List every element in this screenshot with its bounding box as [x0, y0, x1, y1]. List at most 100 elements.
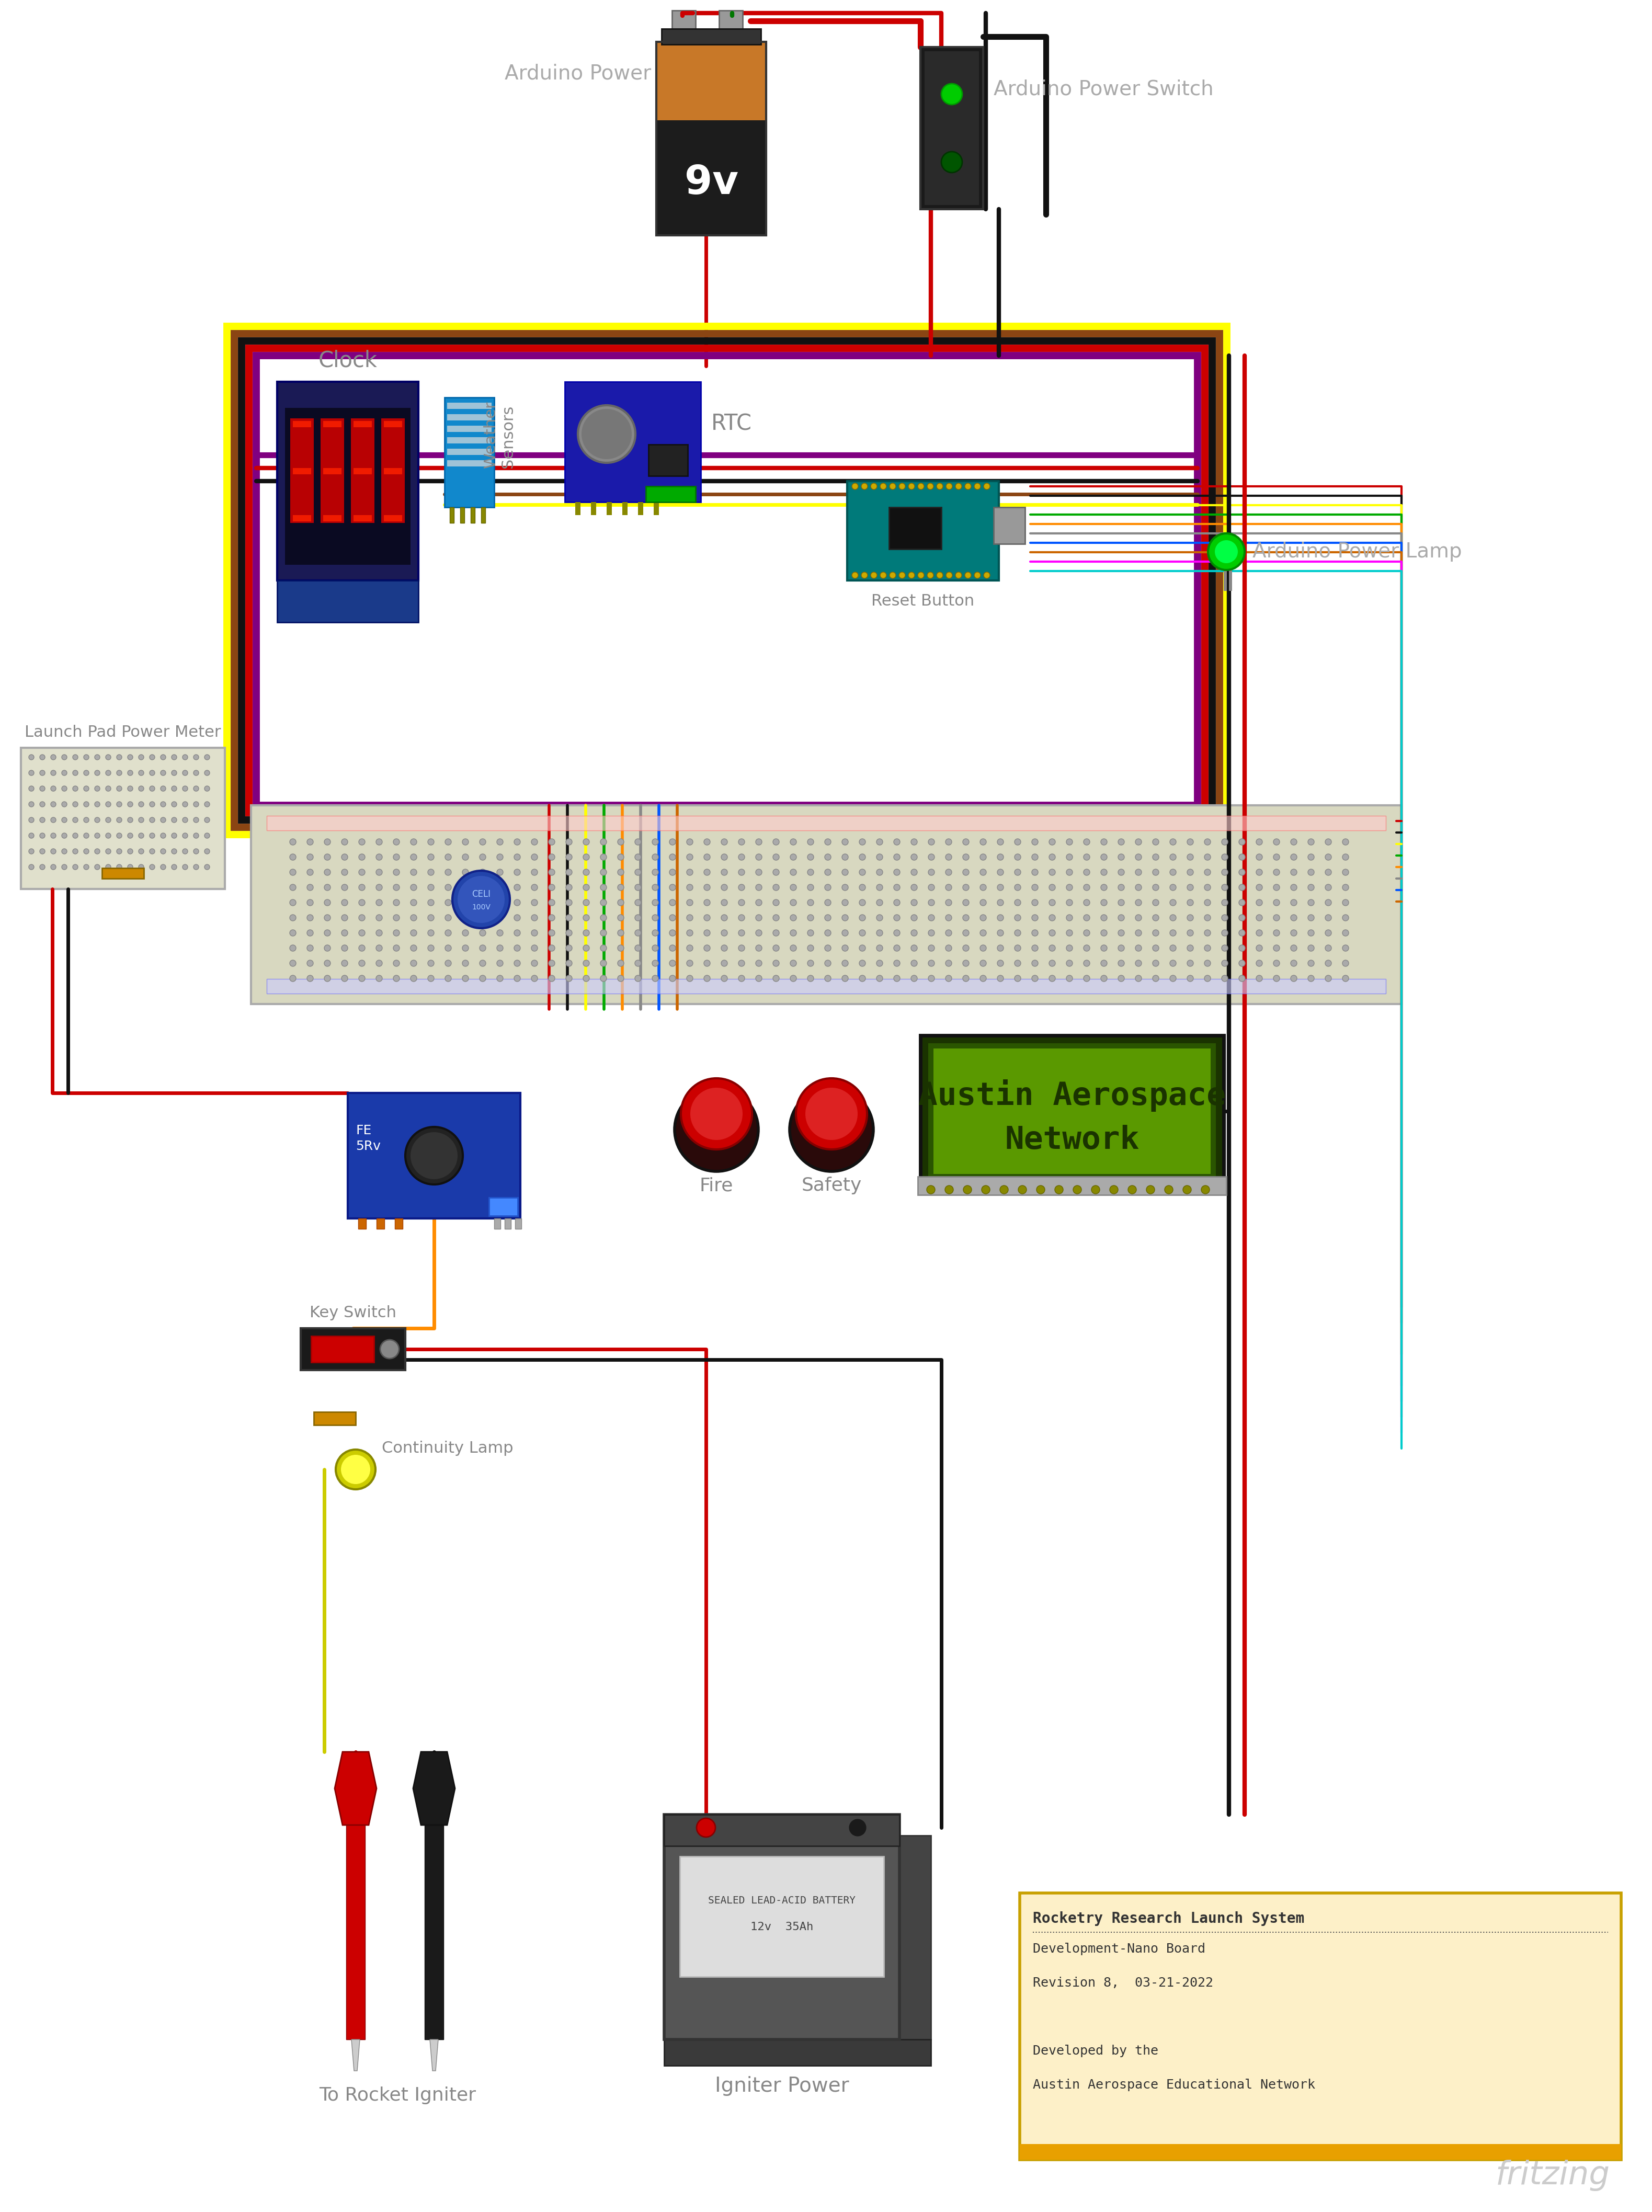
Circle shape	[583, 945, 590, 951]
Circle shape	[514, 838, 520, 845]
Circle shape	[444, 914, 451, 920]
Circle shape	[1204, 854, 1211, 860]
Circle shape	[1084, 975, 1090, 982]
Circle shape	[945, 914, 952, 920]
Circle shape	[1014, 929, 1021, 936]
Circle shape	[117, 849, 122, 854]
Circle shape	[393, 960, 400, 967]
Circle shape	[1066, 945, 1072, 951]
Circle shape	[393, 838, 400, 845]
Circle shape	[1204, 900, 1211, 905]
Circle shape	[73, 801, 78, 807]
Circle shape	[324, 945, 330, 951]
Circle shape	[340, 1455, 370, 1484]
Circle shape	[790, 854, 796, 860]
Bar	[1229, 571, 1232, 591]
Circle shape	[947, 482, 952, 489]
Circle shape	[463, 929, 469, 936]
Circle shape	[1170, 854, 1176, 860]
Circle shape	[808, 914, 814, 920]
Circle shape	[1066, 975, 1072, 982]
Bar	[504, 1219, 510, 1230]
Circle shape	[1014, 975, 1021, 982]
Text: Key Switch: Key Switch	[309, 1305, 396, 1321]
Circle shape	[600, 854, 606, 860]
Circle shape	[919, 573, 923, 577]
Circle shape	[1290, 869, 1297, 876]
Circle shape	[514, 960, 520, 967]
Circle shape	[377, 838, 382, 845]
Circle shape	[998, 975, 1003, 982]
Circle shape	[1084, 854, 1090, 860]
Bar	[347, 1820, 365, 2039]
Circle shape	[1343, 869, 1348, 876]
Circle shape	[342, 900, 349, 905]
Circle shape	[600, 838, 606, 845]
Circle shape	[999, 1186, 1008, 1194]
Circle shape	[205, 785, 210, 792]
Circle shape	[548, 854, 555, 860]
Circle shape	[479, 975, 486, 982]
Circle shape	[653, 869, 659, 876]
Circle shape	[843, 960, 847, 967]
Circle shape	[1239, 945, 1246, 951]
Circle shape	[1135, 929, 1142, 936]
Circle shape	[618, 900, 624, 905]
Circle shape	[51, 785, 56, 792]
Circle shape	[479, 929, 486, 936]
Circle shape	[945, 885, 952, 891]
Circle shape	[847, 1818, 867, 1836]
Circle shape	[790, 869, 796, 876]
Circle shape	[1214, 540, 1237, 564]
Circle shape	[117, 785, 122, 792]
Circle shape	[963, 854, 970, 860]
Circle shape	[618, 914, 624, 920]
Circle shape	[824, 960, 831, 967]
Circle shape	[859, 838, 866, 845]
Circle shape	[514, 929, 520, 936]
Circle shape	[1049, 854, 1056, 860]
Circle shape	[94, 785, 99, 792]
Bar	[575, 502, 580, 515]
Circle shape	[117, 801, 122, 807]
Bar	[448, 425, 492, 431]
Circle shape	[1188, 914, 1193, 920]
Bar	[448, 438, 492, 442]
Circle shape	[998, 869, 1003, 876]
Circle shape	[1274, 854, 1280, 860]
Circle shape	[127, 770, 132, 776]
Circle shape	[1204, 975, 1211, 982]
Circle shape	[28, 834, 35, 838]
Bar	[102, 867, 144, 878]
Circle shape	[479, 869, 486, 876]
Circle shape	[722, 914, 727, 920]
Circle shape	[1221, 869, 1227, 876]
Circle shape	[634, 929, 641, 936]
Circle shape	[40, 865, 45, 869]
Circle shape	[859, 854, 866, 860]
Circle shape	[980, 975, 986, 982]
Bar	[358, 1219, 367, 1230]
Circle shape	[691, 1088, 743, 1139]
Circle shape	[1153, 854, 1158, 860]
Circle shape	[1274, 960, 1280, 967]
Circle shape	[899, 573, 905, 577]
Circle shape	[808, 838, 814, 845]
Circle shape	[889, 482, 895, 489]
Circle shape	[1221, 885, 1227, 891]
Circle shape	[1170, 900, 1176, 905]
Circle shape	[653, 838, 659, 845]
Circle shape	[73, 770, 78, 776]
Text: Igniter Power: Igniter Power	[715, 2077, 849, 2097]
Circle shape	[61, 849, 68, 854]
Circle shape	[1274, 869, 1280, 876]
Circle shape	[428, 960, 434, 967]
Circle shape	[738, 869, 745, 876]
Circle shape	[193, 865, 198, 869]
Circle shape	[1084, 869, 1090, 876]
Bar	[241, 341, 1213, 821]
Circle shape	[1049, 929, 1056, 936]
Circle shape	[342, 975, 349, 982]
Circle shape	[1256, 869, 1262, 876]
Circle shape	[61, 801, 68, 807]
